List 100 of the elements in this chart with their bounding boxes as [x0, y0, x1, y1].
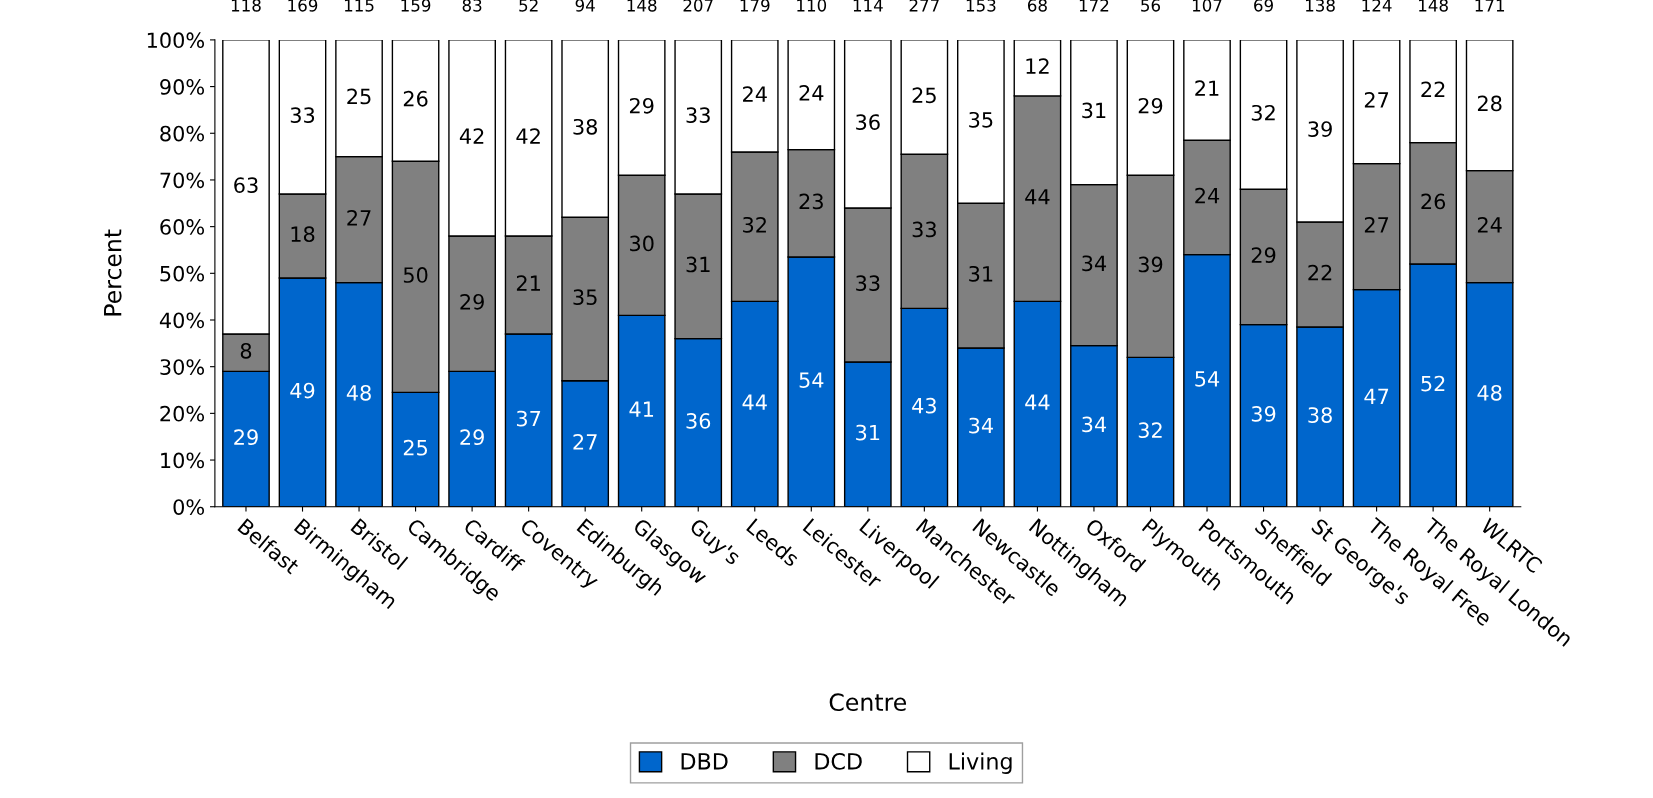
data-label: 36 [686, 412, 711, 429]
data-label: 22 [1308, 264, 1332, 281]
annotation: 69 [1254, 0, 1273, 12]
y-tick-label: 80% [160, 125, 205, 142]
data-label: 25 [403, 439, 428, 456]
data-label: 30 [630, 235, 654, 252]
data-label: 21 [516, 275, 540, 291]
data-label: 21 [1195, 80, 1219, 96]
annotation: 172 [1079, 0, 1109, 12]
data-label: 32 [1138, 422, 1162, 439]
data-label: 34 [1082, 416, 1107, 433]
data-label: 42 [459, 128, 484, 144]
legend-label: Living [949, 752, 1012, 775]
data-label: 33 [856, 275, 880, 292]
data-label: 27 [1364, 92, 1389, 108]
data-label: 48 [346, 384, 371, 401]
y-tick-label: 30% [160, 359, 205, 375]
data-label: 22 [1421, 81, 1445, 97]
data-label: 34 [969, 417, 993, 434]
data-label: 35 [969, 111, 993, 128]
data-label: 31 [856, 424, 880, 441]
data-label: 37 [516, 410, 541, 427]
data-label: 39 [1251, 405, 1276, 422]
data-label: 34 [1082, 255, 1107, 272]
annotation: 107 [1192, 0, 1222, 12]
data-label: 44 [742, 394, 767, 410]
data-label: 29 [1251, 247, 1276, 264]
y-tick-label: 20% [160, 405, 205, 422]
data-label: 27 [347, 209, 371, 226]
annotation: 148 [1419, 0, 1448, 12]
annotation: 114 [853, 0, 883, 12]
annotation: 153 [966, 0, 996, 12]
data-label: 25 [347, 88, 371, 105]
data-label: 39 [1138, 256, 1163, 273]
annotation: 56 [1141, 0, 1161, 12]
data-label: 26 [1421, 193, 1446, 210]
data-label: 32 [1251, 104, 1275, 121]
data-label: 23 [799, 193, 823, 210]
data-label: 39 [1308, 121, 1332, 137]
data-label: 29 [234, 429, 258, 446]
annotation: 118 [231, 0, 261, 12]
data-label: 41 [629, 401, 654, 417]
legend-label: DBD [681, 753, 728, 770]
annotation: 277 [909, 0, 939, 12]
data-label: 47 [1364, 388, 1389, 404]
y-tick-label: 90% [160, 79, 205, 95]
annotation: 138 [1306, 0, 1335, 12]
y-tick-label: 40% [159, 312, 205, 329]
data-label: 27 [1364, 216, 1389, 233]
data-label: 24 [743, 86, 767, 102]
annotation: 171 [1475, 0, 1505, 12]
legend-label: DCD [815, 752, 862, 770]
data-label: 26 [403, 90, 428, 107]
data-label: 29 [629, 97, 654, 114]
x-axis-title: Centre [829, 693, 907, 712]
data-label: 36 [856, 114, 880, 130]
data-label: 31 [686, 256, 710, 273]
annotation: 148 [627, 0, 657, 12]
data-label: 42 [516, 128, 540, 144]
y-tick-label: 70% [160, 172, 205, 189]
y-tick-label: 0% [173, 499, 205, 515]
data-label: 25 [912, 87, 936, 104]
data-label: 49 [290, 382, 315, 399]
data-label: 44 [1025, 189, 1050, 205]
y-axis-title: Percent [104, 229, 122, 316]
annotation: 115 [344, 0, 374, 12]
annotation: 110 [797, 0, 827, 12]
data-label: 43 [912, 397, 936, 414]
data-label: 44 [1025, 394, 1050, 410]
data-label: 28 [1477, 95, 1502, 112]
data-label: 31 [969, 265, 993, 282]
data-label: 29 [460, 429, 484, 446]
data-label: 33 [912, 221, 936, 238]
data-label: 48 [1477, 384, 1502, 401]
data-label: 29 [1138, 97, 1163, 114]
data-label: 54 [1195, 371, 1220, 387]
data-label: 8 [240, 342, 252, 359]
data-label: 24 [799, 85, 824, 101]
data-label: 63 [234, 177, 258, 193]
y-tick-label: 60% [160, 219, 205, 235]
data-label: 52 [1421, 375, 1445, 392]
data-label: 33 [686, 107, 710, 123]
y-tick-label: 100% [147, 32, 205, 49]
annotation: 52 [519, 0, 538, 12]
data-label: 18 [291, 226, 315, 243]
annotation: 207 [683, 0, 713, 12]
y-tick-label: 10% [161, 452, 205, 469]
data-label: 50 [403, 267, 428, 283]
annotation: 179 [740, 0, 770, 12]
annotation: 124 [1362, 0, 1392, 12]
data-label: 31 [1082, 102, 1106, 119]
data-label: 24 [1477, 216, 1502, 233]
data-label: 32 [743, 216, 766, 233]
annotation: 169 [288, 0, 318, 12]
data-label: 27 [573, 433, 597, 450]
annotation: 94 [575, 0, 595, 12]
data-label: 12 [1026, 58, 1049, 74]
annotation: 68 [1027, 0, 1047, 12]
annotation: 83 [462, 0, 482, 12]
y-tick-label: 50% [160, 265, 205, 282]
